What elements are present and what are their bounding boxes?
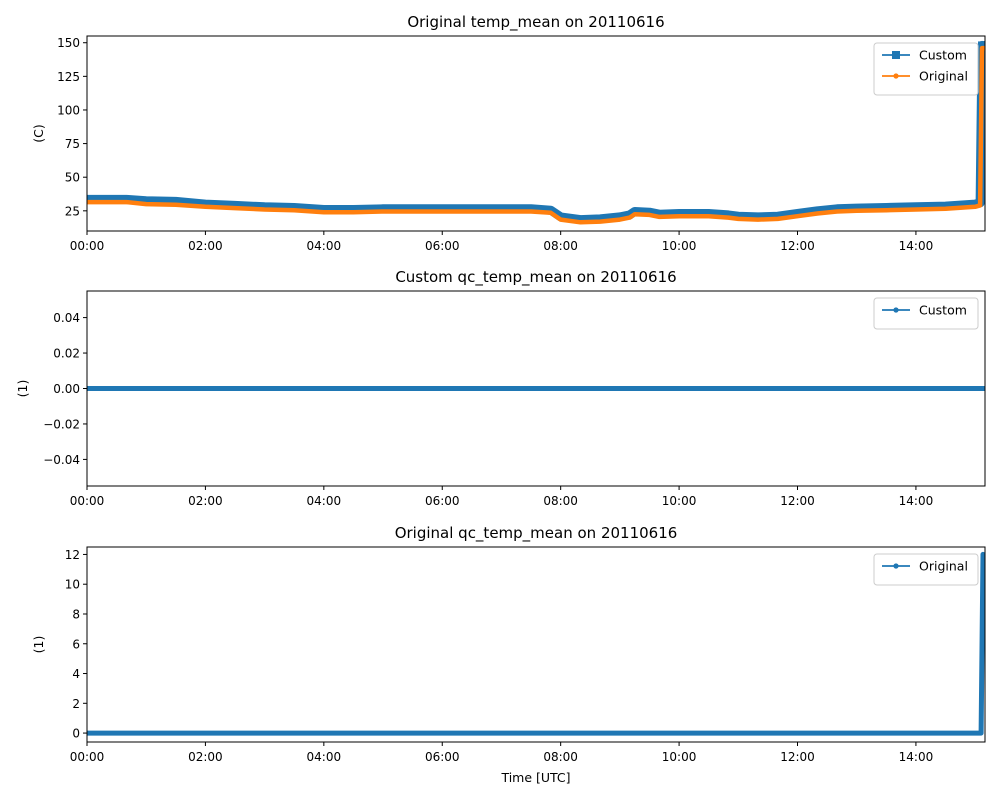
legend-label: Custom [919,48,967,63]
legend-box [873,297,979,330]
series-line-custom [87,40,985,225]
y-tick-label: 100 [57,103,80,117]
x-tick-label: 00:00 [70,239,105,253]
y-tick-label: 150 [57,36,80,50]
x-tick-label: 10:00 [662,239,697,253]
legend-marker [893,73,899,79]
series-line-original [87,45,985,225]
y-tick-label: 75 [65,137,80,151]
y-tick-label: −0.04 [43,453,80,467]
legend: Custom [873,297,979,330]
x-tick-label: 14:00 [899,750,934,764]
series-group [87,551,985,736]
x-tick-label: 14:00 [899,239,934,253]
y-axis-label: (C) [31,124,46,142]
x-tick-label: 02:00 [188,239,223,253]
y-tick-label: 12 [65,548,80,562]
x-tick-label: 08:00 [543,239,578,253]
chart-title: Original temp_mean on 20110616 [407,13,664,32]
legend-marker [893,563,899,569]
legend-marker [893,307,899,313]
plot-area [86,546,986,743]
y-axis-label: (1) [31,636,46,654]
legend-marker [892,51,900,59]
y-tick-label: 0 [72,727,80,741]
y-tick-label: 0.02 [53,347,80,361]
x-tick-label: 08:00 [543,750,578,764]
panel-1: 00:00 02:00 04:00 06:00 08:00 10:00 12:00 14:00… [31,13,986,253]
y-tick-label: 50 [65,171,80,185]
y-tick-label: −0.02 [43,417,80,431]
y-tick-label: 4 [72,667,80,681]
x-tick-label: 10:00 [662,750,697,764]
y-axis-label: (1) [15,380,30,398]
legend-label: Original [919,559,968,574]
y-tick-label: 125 [57,70,80,84]
x-tick-label: 10:00 [662,494,697,508]
x-tick-label: 12:00 [780,494,815,508]
x-tick-label: 06:00 [425,239,460,253]
x-axis-label: Time [UTC] [500,770,570,785]
y-tick-label: 10 [65,578,80,592]
x-tick-label: 02:00 [188,750,223,764]
y-tick-label: 6 [72,637,80,651]
panel-2: 00:00 02:00 04:00 06:00 08:00 10:00 12:00 14:00… [15,268,986,508]
x-tick-label: 02:00 [188,494,223,508]
series-group [87,40,985,225]
y-tick-label: 0.00 [53,382,80,396]
legend-label: Original [919,69,968,84]
x-tick-label: 04:00 [307,239,342,253]
chart-title: Original qc_temp_mean on 20110616 [395,524,678,543]
x-tick-label: 00:00 [70,750,105,764]
legend-box [873,553,979,586]
x-tick-label: 00:00 [70,494,105,508]
series-point-2 [981,41,985,50]
panel-3: 00:00 02:00 04:00 06:00 08:00 10:00 12:00 14:00… [31,524,986,785]
legend: Custom Original [873,42,979,96]
series-point-1 [981,163,985,172]
x-tick-label: 12:00 [780,239,815,253]
x-tick-label: 06:00 [425,750,460,764]
legend-label: Custom [919,303,967,318]
series-line-original [87,551,985,736]
y-tick-label: 0.04 [53,311,80,325]
x-tick-label: 04:00 [307,750,342,764]
x-tick-label: 14:00 [899,494,934,508]
x-tick-label: 06:00 [425,494,460,508]
y-tick-label: 2 [72,697,80,711]
y-tick-label: 8 [72,607,80,621]
x-tick-label: 08:00 [543,494,578,508]
chart-title: Custom qc_temp_mean on 20110616 [395,268,676,287]
legend: Original [873,553,979,586]
x-tick-label: 04:00 [307,494,342,508]
y-tick-label: 25 [65,204,80,218]
x-tick-label: 12:00 [780,750,815,764]
plot-area [86,35,986,232]
